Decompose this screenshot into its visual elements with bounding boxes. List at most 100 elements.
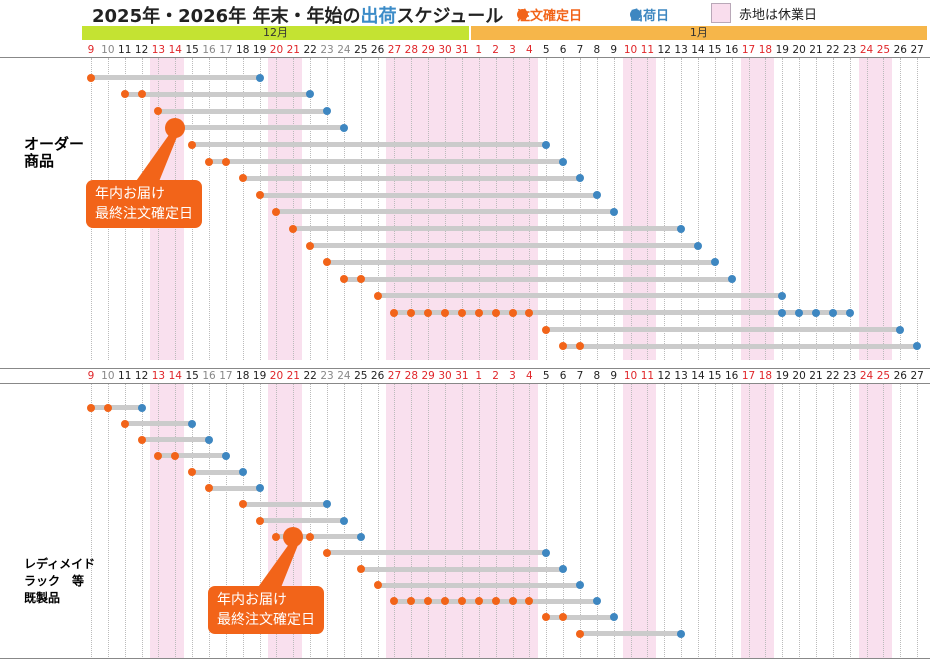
grid-line	[900, 384, 902, 659]
day-label: 12	[657, 370, 671, 382]
grid-line	[242, 58, 244, 360]
day-label: 27	[910, 44, 924, 56]
day-label: 29	[421, 370, 435, 382]
day-label: 27	[910, 370, 924, 382]
ship-date-dot	[323, 500, 332, 509]
day-label: 12	[134, 44, 149, 56]
order-date-dot	[289, 224, 298, 233]
grid-line	[411, 58, 413, 360]
order-date-dot	[137, 435, 146, 444]
schedule-bar	[242, 175, 580, 181]
order-date-dot	[559, 342, 568, 351]
schedule-bar	[343, 276, 732, 282]
month-band-2: 1月	[470, 26, 927, 40]
day-label: 18	[236, 370, 250, 382]
grid-line	[917, 384, 919, 659]
ship-date-dot	[306, 90, 315, 99]
last-order-callout: 年内お届け 最終注文確定日	[86, 180, 202, 228]
order-date-dot	[87, 73, 95, 82]
day-label: 22	[303, 44, 317, 56]
order-date-dot	[272, 532, 281, 541]
day-label: 11	[118, 370, 132, 382]
schedule-bar	[158, 453, 226, 459]
title-tail: スケジュール	[396, 6, 504, 27]
month-band-1: 12月	[82, 26, 469, 40]
day-label: 20	[792, 370, 806, 382]
day-label: 24	[859, 370, 874, 382]
grid-line	[579, 58, 581, 360]
order-date-dot	[407, 597, 416, 606]
day-label: 27	[387, 44, 402, 56]
day-label: 16	[724, 44, 739, 56]
grid-line	[630, 384, 632, 659]
day-label: 17	[741, 370, 756, 382]
grid-line	[748, 58, 750, 360]
day-label: 15	[185, 44, 199, 56]
day-label: 13	[151, 44, 166, 56]
order-date-dot	[508, 308, 517, 317]
order-dot-icon	[517, 9, 528, 20]
day-label: 20	[269, 44, 284, 56]
day-label: 11	[118, 44, 132, 56]
grid-line	[579, 384, 581, 659]
order-date-dot	[120, 419, 129, 428]
grid-line	[209, 384, 211, 659]
legend-holiday: 赤地は休業日	[711, 3, 817, 23]
day-label: 25	[354, 44, 368, 56]
day-label: 30	[438, 44, 452, 56]
grid-line	[647, 58, 649, 360]
schedule-bar	[394, 310, 850, 316]
grid-line	[107, 384, 109, 659]
day-label: 3	[509, 370, 516, 382]
day-label: 31	[455, 44, 469, 56]
order-date-dot	[154, 107, 163, 116]
grid-line	[546, 58, 548, 360]
day-label: 8	[593, 370, 601, 382]
ship-date-dot	[609, 613, 618, 622]
grid-line	[377, 58, 379, 360]
ship-date-dot	[609, 207, 618, 216]
day-label: 21	[286, 370, 300, 382]
grid-line	[360, 58, 362, 360]
day-label: 10	[101, 370, 115, 382]
order-date-dot	[373, 581, 382, 590]
ship-date-dot	[828, 308, 837, 317]
grid-line	[681, 58, 683, 360]
day-label: 1	[475, 44, 483, 56]
schedule-bar	[563, 343, 918, 349]
divider	[0, 383, 930, 384]
order-date-dot	[255, 516, 264, 525]
ship-date-dot	[592, 597, 601, 606]
section-label-readymade: レディメイド ラック 等 既製品	[24, 557, 96, 605]
day-label: 20	[792, 44, 806, 56]
ship-date-dot	[542, 548, 551, 557]
schedule-bar	[91, 405, 142, 410]
grid-line	[782, 58, 784, 360]
day-label: 26	[893, 44, 907, 56]
legend-ship: 出荷日	[630, 5, 669, 24]
grid-line	[327, 58, 329, 360]
day-label: 14	[691, 370, 705, 382]
day-label: 22	[826, 44, 840, 56]
day-label: 7	[576, 370, 584, 382]
day-label: 22	[303, 370, 317, 382]
order-date-dot	[272, 207, 281, 216]
order-date-dot	[205, 484, 214, 493]
day-label: 10	[623, 370, 638, 382]
day-label: 27	[387, 370, 402, 382]
grid-line	[630, 58, 632, 360]
day-label: 22	[826, 370, 840, 382]
grid-line	[225, 384, 227, 659]
day-label: 5	[542, 44, 550, 56]
day-label: 11	[640, 370, 655, 382]
ship-date-dot	[795, 308, 804, 317]
grid-line	[445, 58, 447, 360]
grid-line	[461, 384, 463, 659]
ship-dot-icon	[630, 9, 641, 20]
grid-line	[596, 384, 598, 659]
grid-line	[495, 384, 497, 659]
schedule-bar	[158, 108, 328, 114]
order-date-dot	[542, 613, 551, 622]
grid-line	[343, 58, 345, 360]
day-label: 26	[370, 370, 385, 382]
